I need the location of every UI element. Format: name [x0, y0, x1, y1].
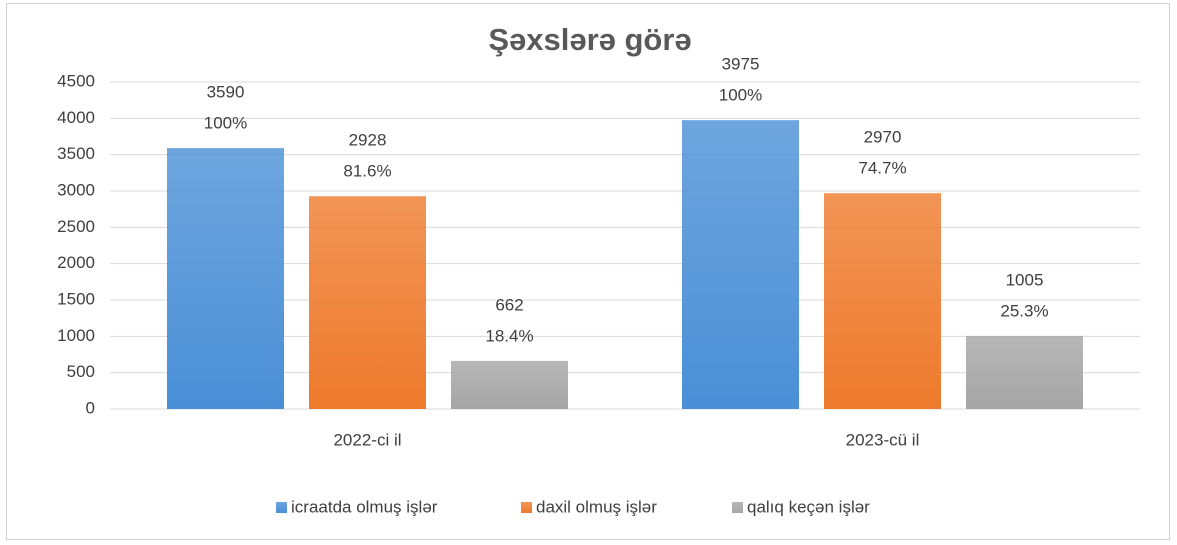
value-label: 662 — [495, 295, 523, 314]
share-label: 18.4% — [485, 326, 533, 345]
y-tick-label: 3000 — [57, 180, 95, 199]
share-label: 100% — [719, 86, 762, 105]
y-tick-label: 4000 — [57, 108, 95, 127]
bar — [309, 196, 426, 409]
share-label: 25.3% — [1000, 301, 1048, 320]
legend-swatch — [521, 502, 532, 513]
y-tick-label: 2500 — [57, 217, 95, 236]
x-tick-label: 2022-ci il — [333, 430, 401, 449]
y-tick-label: 500 — [67, 362, 95, 381]
value-label: 1005 — [1006, 270, 1044, 289]
bar — [451, 360, 568, 409]
bar — [824, 193, 941, 409]
legend-label: daxil olmuş işlər — [536, 497, 657, 516]
bar — [966, 335, 1083, 409]
value-label: 2928 — [349, 131, 387, 150]
y-tick-label: 4500 — [57, 71, 95, 90]
y-tick-label: 1000 — [57, 326, 95, 345]
bar — [682, 120, 799, 410]
share-label: 81.6% — [343, 162, 391, 181]
legend-label: qalıq keçən işlər — [747, 497, 870, 516]
legend-swatch — [276, 502, 287, 513]
bar — [167, 148, 284, 410]
y-tick-label: 0 — [86, 398, 95, 417]
value-label: 3590 — [207, 83, 245, 102]
value-label: 2970 — [864, 128, 902, 147]
y-tick-label: 1500 — [57, 289, 95, 308]
legend-swatch — [732, 502, 743, 513]
share-label: 74.7% — [858, 159, 906, 178]
value-label: 3975 — [722, 55, 760, 74]
share-label: 100% — [204, 114, 247, 133]
legend-label: icraatda olmuş işlər — [291, 497, 438, 516]
chart-title: Şəxslərə görə — [488, 22, 691, 57]
y-tick-label: 3500 — [57, 144, 95, 163]
y-tick-label: 2000 — [57, 253, 95, 272]
x-tick-label: 2023-cü il — [846, 430, 920, 449]
